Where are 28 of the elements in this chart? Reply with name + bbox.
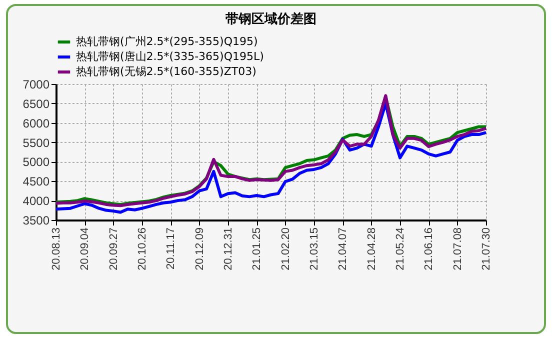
x-tick-label: 21.06.16 <box>423 228 436 270</box>
legend-label: 热轧带钢(唐山2.5*(335-365)Q195L) <box>76 50 264 63</box>
y-tick-label: 5500 <box>22 136 50 150</box>
x-tick-label: 20.11.17 <box>165 228 178 270</box>
y-tick-label: 4000 <box>22 194 50 208</box>
x-tick-label: 21.02.20 <box>280 228 292 270</box>
x-tick-label: 21.03.15 <box>308 228 320 270</box>
x-tick-label: 21.01.25 <box>251 228 264 270</box>
x-tick-label: 21.05.24 <box>394 228 406 270</box>
x-tick-label: 20.09.04 <box>79 228 92 270</box>
y-tick-label: 6000 <box>22 116 50 130</box>
x-tick-label: 21.04.28 <box>366 228 378 270</box>
x-tick-label: 20.12.31 <box>222 228 234 270</box>
legend-label: 热轧带钢(无锡2.5*(160-355)ZT03) <box>76 65 256 78</box>
x-tick-label: 20.12.09 <box>194 228 206 270</box>
x-tick-label: 20.10.26 <box>136 228 148 270</box>
legend-label: 热轧带钢(广州2.5*(295-355)Q195) <box>76 35 258 48</box>
x-tick-label: 20.09.27 <box>108 228 120 270</box>
y-tick-label: 4500 <box>22 174 50 189</box>
x-tick-label: 21.07.30 <box>480 228 492 270</box>
y-tick-label: 5000 <box>22 155 50 170</box>
y-tick-label: 6500 <box>22 96 50 111</box>
chart-title: 带钢区域价差图 <box>226 12 316 27</box>
x-tick-label: 20.08.13 <box>50 228 62 270</box>
y-tick-label: 7000 <box>22 78 50 92</box>
x-tick-label: 21.04.07 <box>337 228 350 270</box>
y-tick-label: 3500 <box>22 214 50 228</box>
x-tick-label: 21.07.08 <box>452 228 464 270</box>
